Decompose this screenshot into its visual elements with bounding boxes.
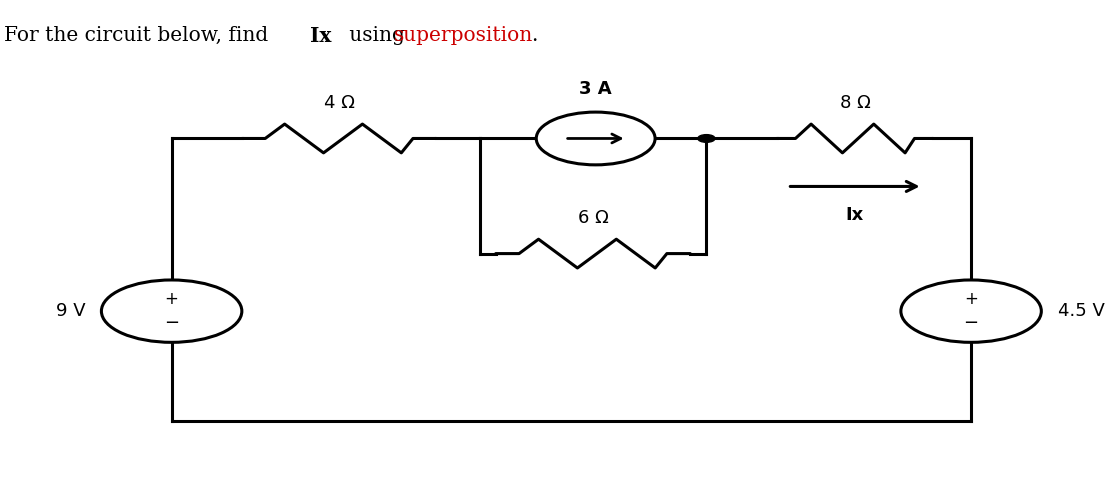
Text: 9 V: 9 V: [56, 302, 85, 320]
Text: superposition: superposition: [394, 26, 534, 45]
Text: For the circuit below, find: For the circuit below, find: [4, 26, 275, 45]
Circle shape: [697, 135, 715, 142]
Text: .: .: [531, 26, 538, 45]
Text: 4.5 V: 4.5 V: [1057, 302, 1104, 320]
Circle shape: [901, 280, 1042, 342]
Text: Ix: Ix: [310, 26, 331, 46]
Text: +: +: [964, 290, 978, 308]
Circle shape: [101, 280, 242, 342]
Circle shape: [536, 112, 655, 165]
Text: Ix: Ix: [846, 205, 864, 224]
Text: 6 Ω: 6 Ω: [577, 209, 608, 227]
Text: 8 Ω: 8 Ω: [840, 94, 870, 112]
Text: 3 A: 3 A: [579, 80, 612, 98]
Text: using: using: [343, 26, 412, 45]
Text: 4 Ω: 4 Ω: [324, 94, 354, 112]
Text: −: −: [164, 314, 179, 332]
Text: −: −: [964, 314, 979, 332]
Text: +: +: [165, 290, 178, 308]
